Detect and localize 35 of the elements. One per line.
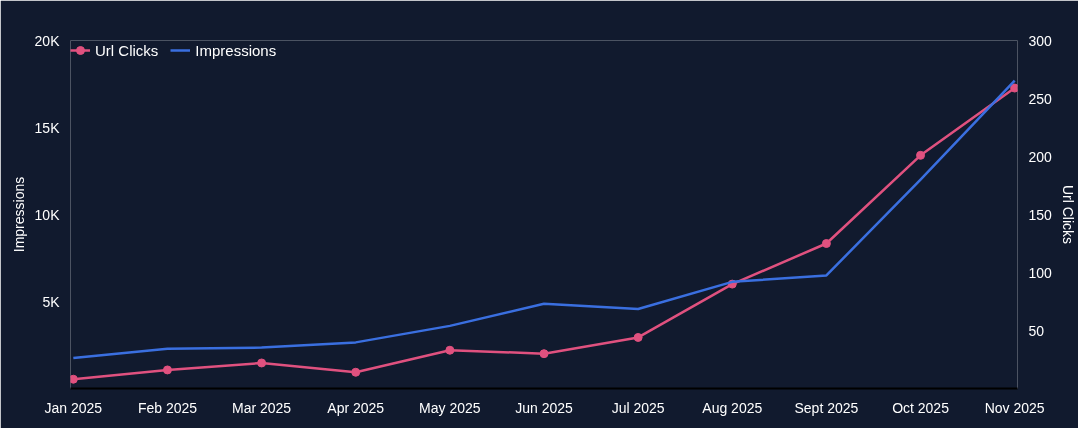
point [539,349,549,359]
point [1010,83,1018,93]
point [916,150,926,160]
y2-tick-label: 200 [1028,148,1053,165]
y2-tick-label: 300 [1028,32,1053,49]
y2-tick-label: 50 [1028,322,1045,339]
point [70,374,78,384]
y2-tick-label: 100 [1028,264,1053,281]
legend-label: Url Clicks [95,41,159,59]
y2-tick-label: 250 [1028,90,1053,107]
y2-tick-label: 150 [1028,206,1053,223]
point [162,365,172,375]
y-tick-label: 15K [34,119,61,136]
point [257,358,267,368]
point [351,367,361,377]
x-tick-label: Nov 2025 [984,399,1045,416]
x-tick-label: Sept 2025 [794,399,859,416]
x-tick-label: Apr 2025 [327,399,385,416]
y2-axis-title: Url Clicks [1059,184,1076,245]
x-tick-label: Aug 2025 [702,399,763,416]
x-tick-label: Jun 2025 [515,399,574,416]
y-axis-title: Impressions [10,176,27,253]
y-tick-label: 5K [42,293,61,310]
legend-label: Impressions [195,41,277,59]
point [445,345,455,355]
x-tick-label: Oct 2025 [892,399,950,416]
y-tick-label: 20K [34,32,61,49]
x-tick-label: Feb 2025 [137,399,198,416]
x-tick-label: May 2025 [419,399,481,416]
point [633,332,643,342]
y-tick-label: 10K [34,206,61,223]
x-tick-label: Mar 2025 [232,399,292,416]
x-tick-label: Jan 2025 [44,399,103,416]
x-tick-label: Jul 2025 [611,399,665,416]
point [821,239,831,248]
